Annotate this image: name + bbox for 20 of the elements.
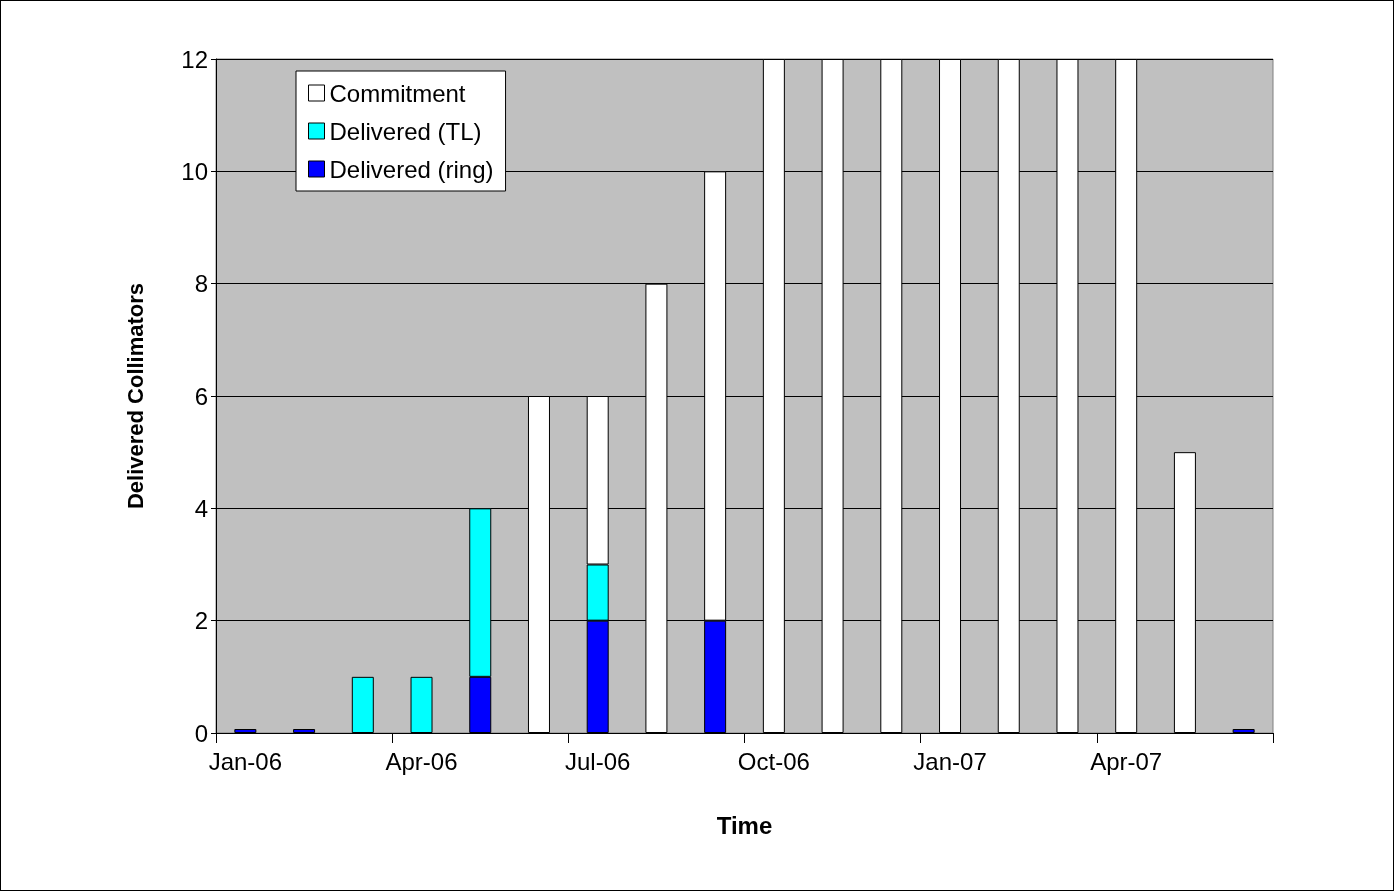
legend-label: Delivered (ring) [329, 155, 494, 183]
x-tick-label: Jan-06 [208, 747, 283, 775]
y-tick-label: 0 [194, 719, 208, 747]
legend-label: Delivered (TL) [329, 117, 482, 145]
x-tick-label: Oct-06 [737, 747, 810, 775]
y-tick-label: 8 [194, 270, 208, 298]
y-axis-title: Delivered Collimators [122, 282, 148, 510]
y-tick-label: 2 [194, 607, 208, 635]
y-tick-label: 12 [181, 45, 208, 73]
x-tick-label: Apr-07 [1090, 747, 1163, 775]
bar [410, 676, 433, 733]
x-axis-title: Time [716, 811, 773, 839]
x-tick-label: Jul-06 [565, 747, 631, 775]
x-tick-label: Jan-07 [913, 747, 987, 775]
x-tick-label: Apr-06 [385, 747, 458, 775]
bar [351, 676, 374, 733]
y-tick-label: 4 [194, 494, 208, 522]
legend-label: Commitment [329, 79, 466, 107]
y-tick-label: 10 [181, 157, 208, 185]
y-tick-label: 6 [194, 382, 208, 410]
